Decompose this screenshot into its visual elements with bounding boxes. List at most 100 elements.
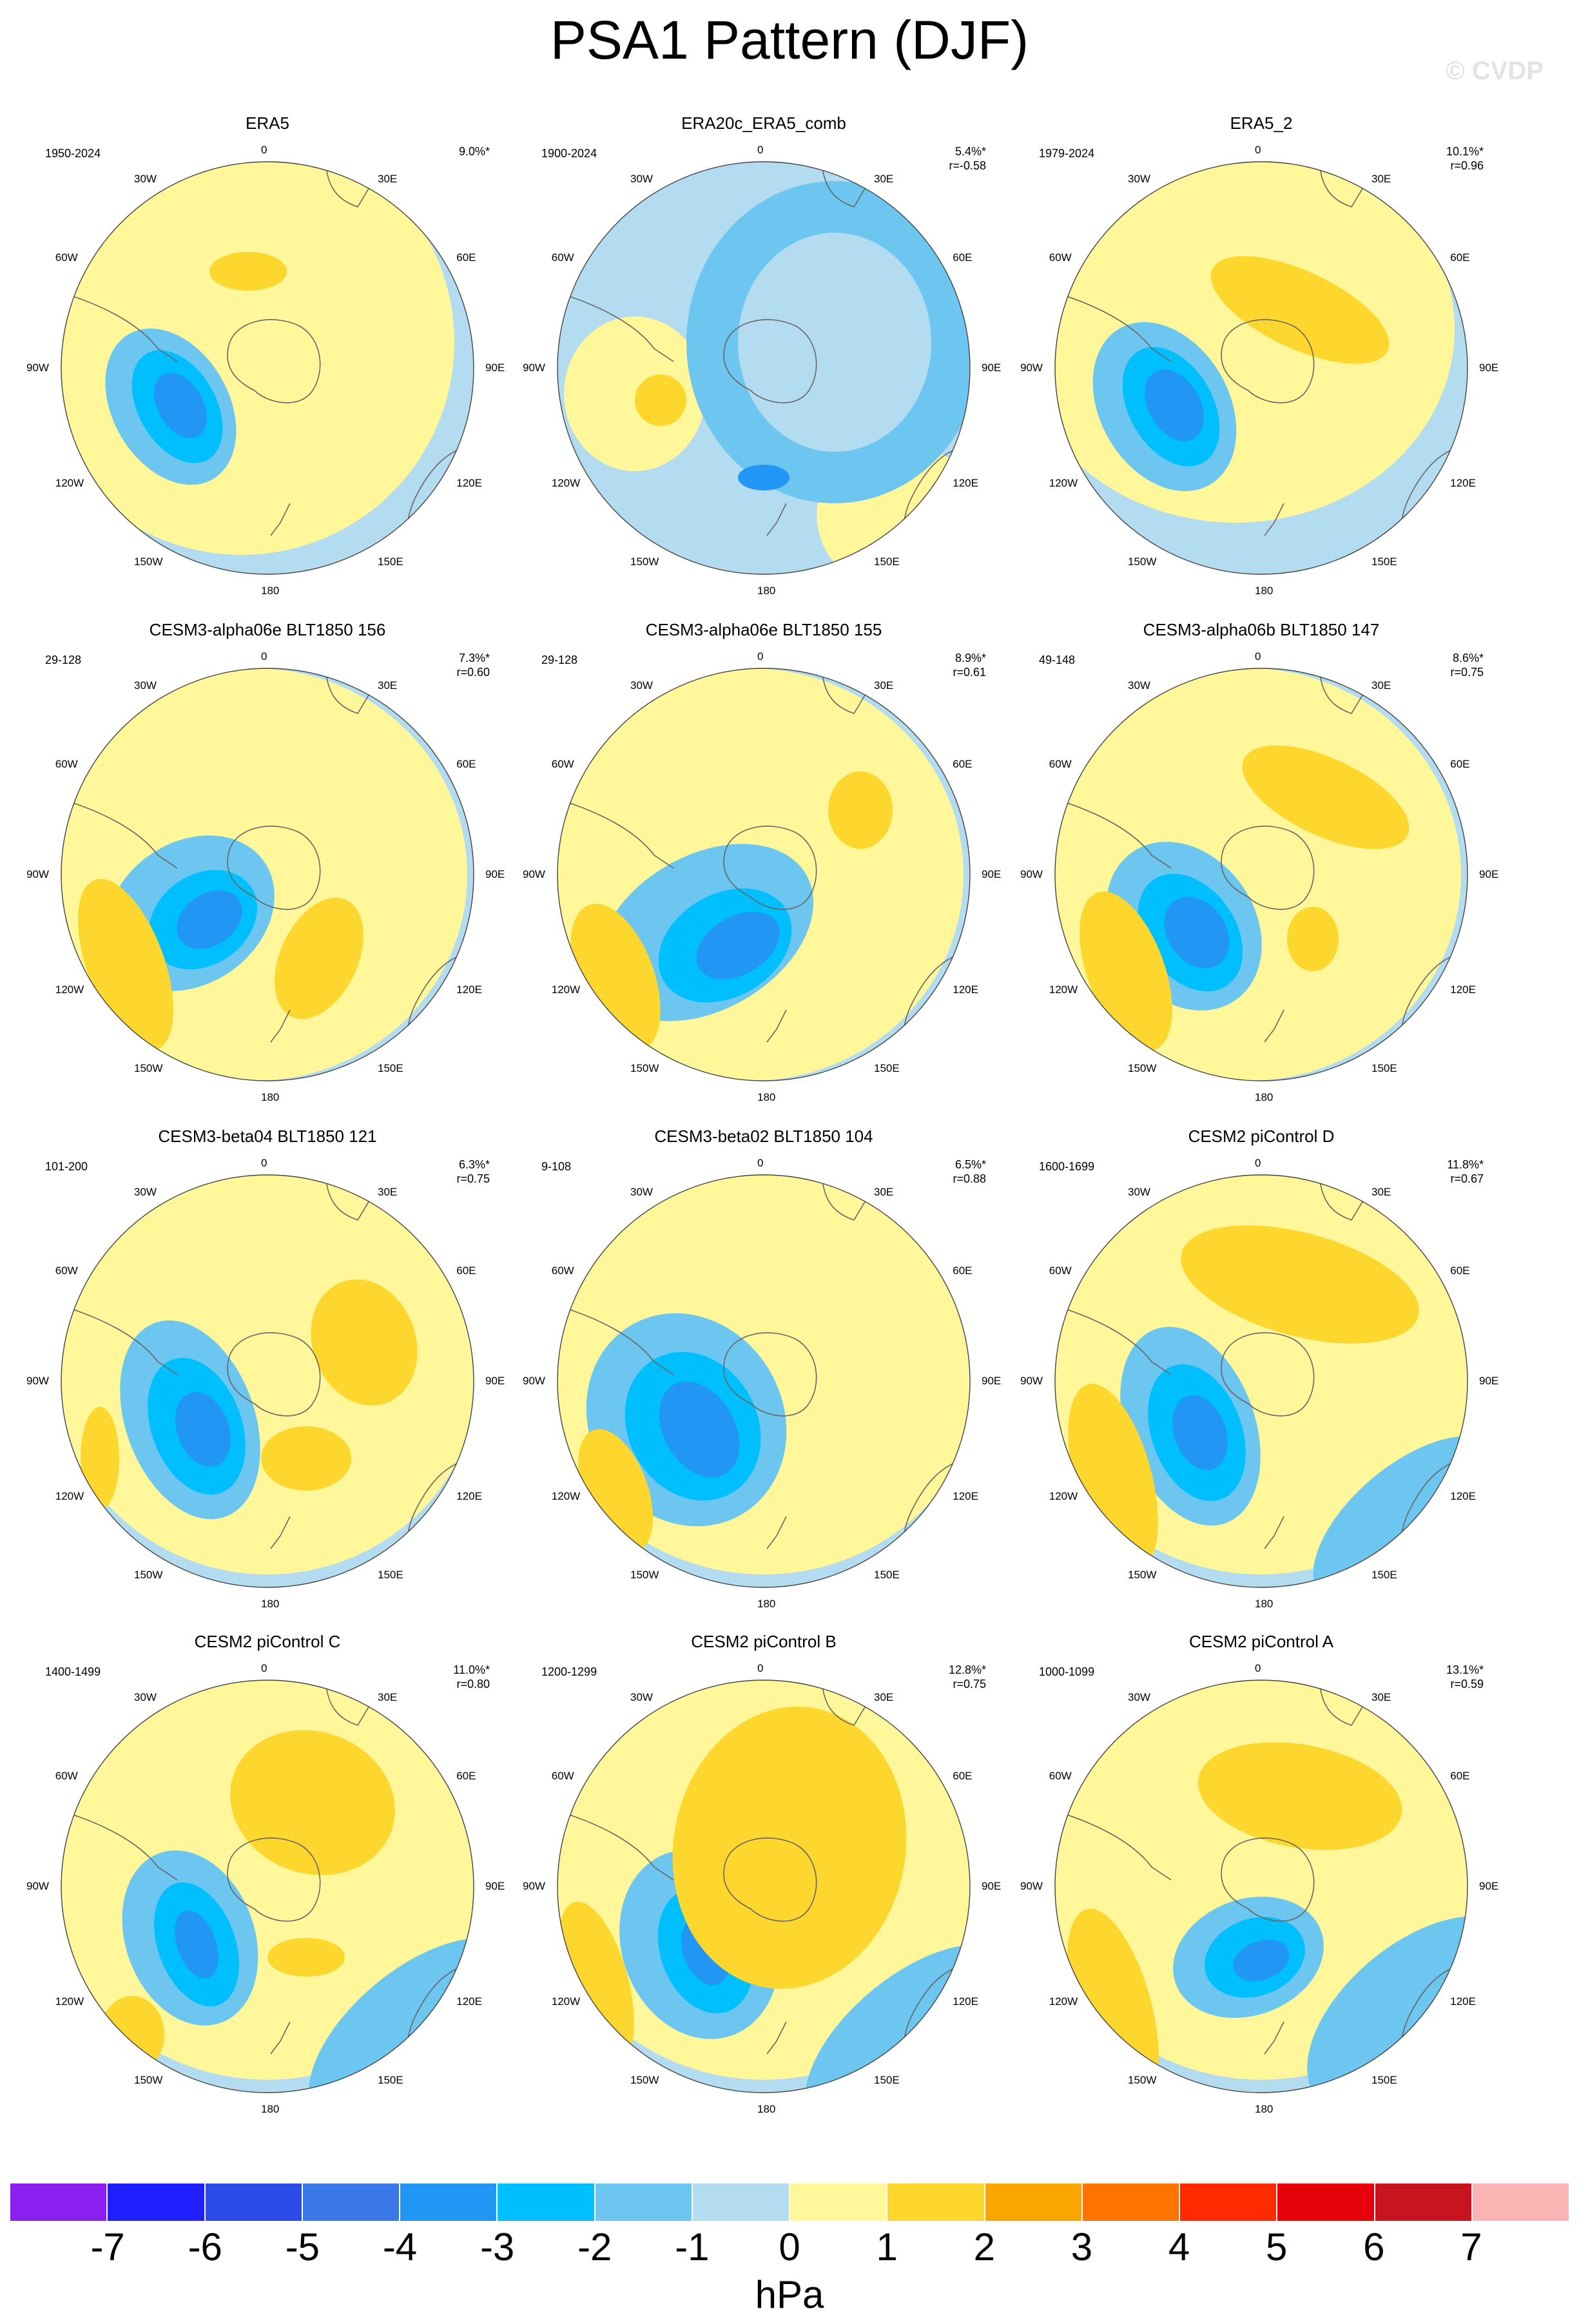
colorbar-tick-label: -4 xyxy=(382,2225,418,2269)
anomaly-contour xyxy=(1055,668,1461,1081)
longitude-label: 60E xyxy=(456,758,476,770)
longitude-label: 150E xyxy=(1371,2074,1397,2087)
panel-title: CESM3-alpha06e BLT1850 155 xyxy=(645,620,882,639)
longitude-label: 150E xyxy=(378,1062,403,1075)
longitude-label: 150E xyxy=(1371,556,1397,568)
longitude-label: 120E xyxy=(953,1995,978,2008)
panel-stats: 6.3%* r=0.75 xyxy=(456,1157,490,1186)
panel-title: ERA5 xyxy=(246,113,289,133)
anomaly-contour xyxy=(1181,1225,1419,1344)
longitude-label: 180 xyxy=(757,585,776,597)
colorbar-tick-label: 4 xyxy=(1168,2225,1190,2269)
antarctica-coastline xyxy=(227,1837,321,1922)
anomaly-contour xyxy=(696,911,780,980)
longitude-label: 150E xyxy=(378,2074,403,2087)
panel-pattern-correlation: r=0.96 xyxy=(1450,159,1484,172)
longitude-label: 150E xyxy=(874,1062,900,1075)
panel-percent-variance: 8.6%* xyxy=(1452,652,1484,664)
colorbar-tick-label: 3 xyxy=(1070,2225,1093,2269)
map-boundary xyxy=(557,1174,971,1588)
longitude-label: 60W xyxy=(55,758,78,770)
polar-map xyxy=(557,1174,971,1588)
antarctica-coastline xyxy=(723,1332,817,1417)
map-boundary xyxy=(1054,668,1468,1081)
longitude-label: 90E xyxy=(485,362,505,374)
anomaly-contour xyxy=(230,1730,395,1875)
anomaly-contour xyxy=(61,162,454,555)
longitude-label: 180 xyxy=(757,1091,776,1103)
longitude-label: 120W xyxy=(55,983,84,996)
map-panel: ERA5 1950-2024 9.0%* 0 30E 60E 90E 120E 150E 180 1… xyxy=(19,113,516,623)
longitude-label: 90W xyxy=(26,1375,49,1387)
longitude-label: 30W xyxy=(1128,1185,1150,1198)
polar-map xyxy=(61,668,474,1081)
panel-percent-variance: 10.1%* xyxy=(1446,145,1484,158)
longitude-label: 60E xyxy=(953,1264,973,1277)
colorbar-tick-label: 5 xyxy=(1265,2225,1288,2269)
map-boundary xyxy=(61,668,474,1081)
new-zealand-coastline xyxy=(270,1009,291,1043)
longitude-label: 180 xyxy=(1255,1091,1274,1103)
map-panel: CESM3-alpha06e BLT1850 156 29-128 7.3%* r=0… xyxy=(19,620,516,1129)
longitude-label: 90W xyxy=(1020,868,1043,880)
longitude-label: 180 xyxy=(1255,2103,1274,2115)
longitude-label: 0 xyxy=(261,650,267,663)
panel-years: 1400-1499 xyxy=(45,1665,101,1678)
longitude-label: 60W xyxy=(1049,1264,1072,1277)
polar-map xyxy=(61,161,474,575)
panel-percent-variance: 6.3%* xyxy=(458,1158,490,1171)
longitude-label: 30E xyxy=(378,172,398,185)
longitude-label: 60W xyxy=(551,251,574,264)
panel-pattern-correlation: r=0.61 xyxy=(953,666,986,679)
map-boundary xyxy=(557,668,971,1081)
longitude-label: 180 xyxy=(1255,585,1274,597)
panel-stats: 8.6%* r=0.75 xyxy=(1450,651,1484,679)
longitude-label: 120E xyxy=(1450,1995,1476,2008)
new-zealand-coastline xyxy=(766,1009,787,1043)
panel-stats: 11.0%* r=0.80 xyxy=(453,1663,490,1691)
longitude-label: 30E xyxy=(874,1690,894,1703)
longitude-label: 90W xyxy=(523,362,545,374)
colorbar-box xyxy=(887,2184,985,2221)
longitude-label: 120E xyxy=(953,477,978,489)
anomaly-contour xyxy=(1172,1395,1228,1471)
anomaly-contour xyxy=(828,771,893,849)
anomaly-contour xyxy=(1164,896,1230,969)
longitude-label: 60E xyxy=(953,251,973,264)
anomaly-contour xyxy=(78,878,173,1051)
new-zealand-coastline xyxy=(766,2021,787,2055)
longitude-label: 60W xyxy=(551,1770,574,1782)
panel-percent-variance: 11.8%* xyxy=(1447,1158,1484,1171)
longitude-label: 120E xyxy=(953,983,978,996)
longitude-label: 120W xyxy=(55,477,84,489)
longitude-label: 60W xyxy=(551,1264,574,1277)
longitude-label: 120E xyxy=(1450,1490,1476,1502)
antarctica-coastline xyxy=(1221,319,1315,403)
new-zealand-coastline xyxy=(270,2021,291,2055)
polar-map xyxy=(61,1680,474,2093)
longitude-label: 150E xyxy=(1371,1062,1397,1075)
longitude-label: 150W xyxy=(134,1569,163,1582)
longitude-label: 30E xyxy=(1371,172,1391,185)
longitude-label: 90W xyxy=(1020,1375,1043,1387)
colorbar-tick-label: -6 xyxy=(188,2225,222,2269)
colorbar-units: hPa xyxy=(755,2273,824,2316)
longitude-label: 0 xyxy=(757,1157,764,1169)
anomaly-contour xyxy=(672,1707,907,1989)
longitude-label: 120E xyxy=(953,1490,978,1502)
longitude-label: 150E xyxy=(874,1569,900,1582)
longitude-label: 90W xyxy=(1020,362,1043,374)
longitude-label: 150E xyxy=(874,556,900,568)
map-panel: CESM3-alpha06e BLT1850 155 29-128 8.9%* r=0… xyxy=(516,620,1012,1129)
colorbar-tick-label: -5 xyxy=(285,2225,320,2269)
longitude-label: 120W xyxy=(55,1995,84,2008)
map-boundary xyxy=(61,1174,474,1588)
map-panel: CESM3-beta02 BLT1850 104 9-108 6.5%* r=0.88… xyxy=(516,1127,1012,1636)
panel-pattern-correlation: r=0.60 xyxy=(456,666,490,679)
longitude-label: 150E xyxy=(874,2074,900,2087)
longitude-label: 150W xyxy=(134,1062,163,1075)
longitude-label: 150W xyxy=(134,2074,163,2087)
anomaly-contour xyxy=(635,374,686,426)
map-boundary xyxy=(61,1680,474,2093)
map-panel: CESM2 piControl C 1400-1499 11.0%* r=0.80 0 3… xyxy=(19,1632,516,2141)
